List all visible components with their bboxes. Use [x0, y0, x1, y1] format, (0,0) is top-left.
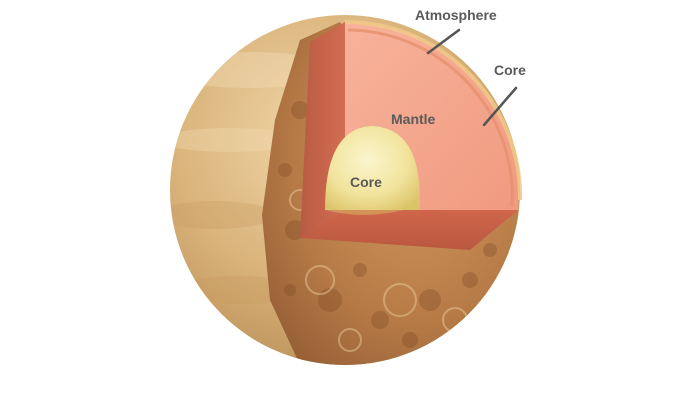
outer-layer-leader-line: [482, 86, 518, 127]
outer-layer-label: Core: [494, 62, 526, 78]
rocky-texture: [278, 64, 497, 348]
crust-rim: [347, 28, 514, 207]
atmosphere-rim: [344, 20, 523, 201]
mantle-label: Mantle: [391, 111, 436, 127]
atmosphere-leader-line: [426, 28, 461, 55]
core-label: Core: [350, 174, 382, 190]
core-base-shadow: [325, 205, 420, 215]
cut-wall-bottom: [300, 210, 518, 250]
core-dome: [325, 126, 420, 210]
atmosphere-label: Atmosphere: [415, 7, 497, 23]
